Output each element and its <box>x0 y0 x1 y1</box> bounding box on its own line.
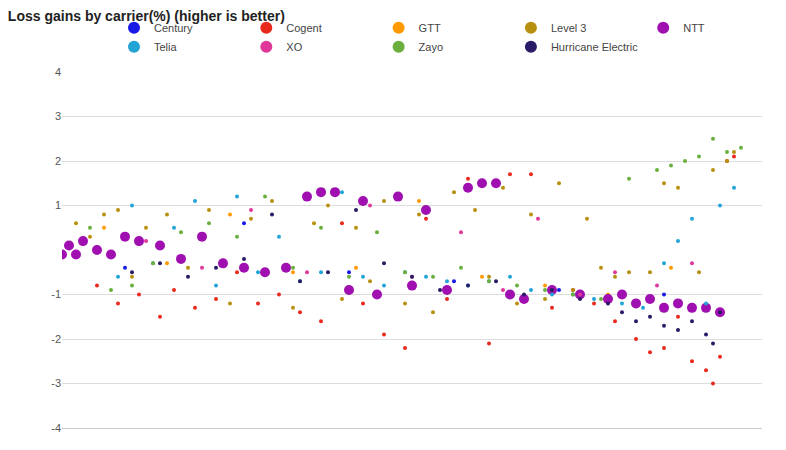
svg-text:Century: Century <box>154 22 193 34</box>
svg-text:-4: -4 <box>51 422 61 434</box>
svg-text:GTT: GTT <box>419 22 441 34</box>
svg-text:XO: XO <box>286 41 302 53</box>
svg-text:Loss gains by carrier(%) (high: Loss gains by carrier(%) (higher is bett… <box>8 8 285 24</box>
svg-text:Zayo: Zayo <box>419 41 443 53</box>
svg-text:NTT: NTT <box>683 22 705 34</box>
svg-text:-1: -1 <box>51 288 61 300</box>
svg-text:-2: -2 <box>51 333 61 345</box>
svg-text:Hurricane Electric: Hurricane Electric <box>551 41 638 53</box>
svg-text:2: 2 <box>55 155 61 167</box>
svg-text:1: 1 <box>55 199 61 211</box>
svg-text:Cogent: Cogent <box>286 22 321 34</box>
svg-text:Level 3: Level 3 <box>551 22 586 34</box>
svg-text:4: 4 <box>55 66 61 78</box>
svg-text:Telia: Telia <box>154 41 178 53</box>
svg-text:3: 3 <box>55 110 61 122</box>
svg-text:-3: -3 <box>51 377 61 389</box>
